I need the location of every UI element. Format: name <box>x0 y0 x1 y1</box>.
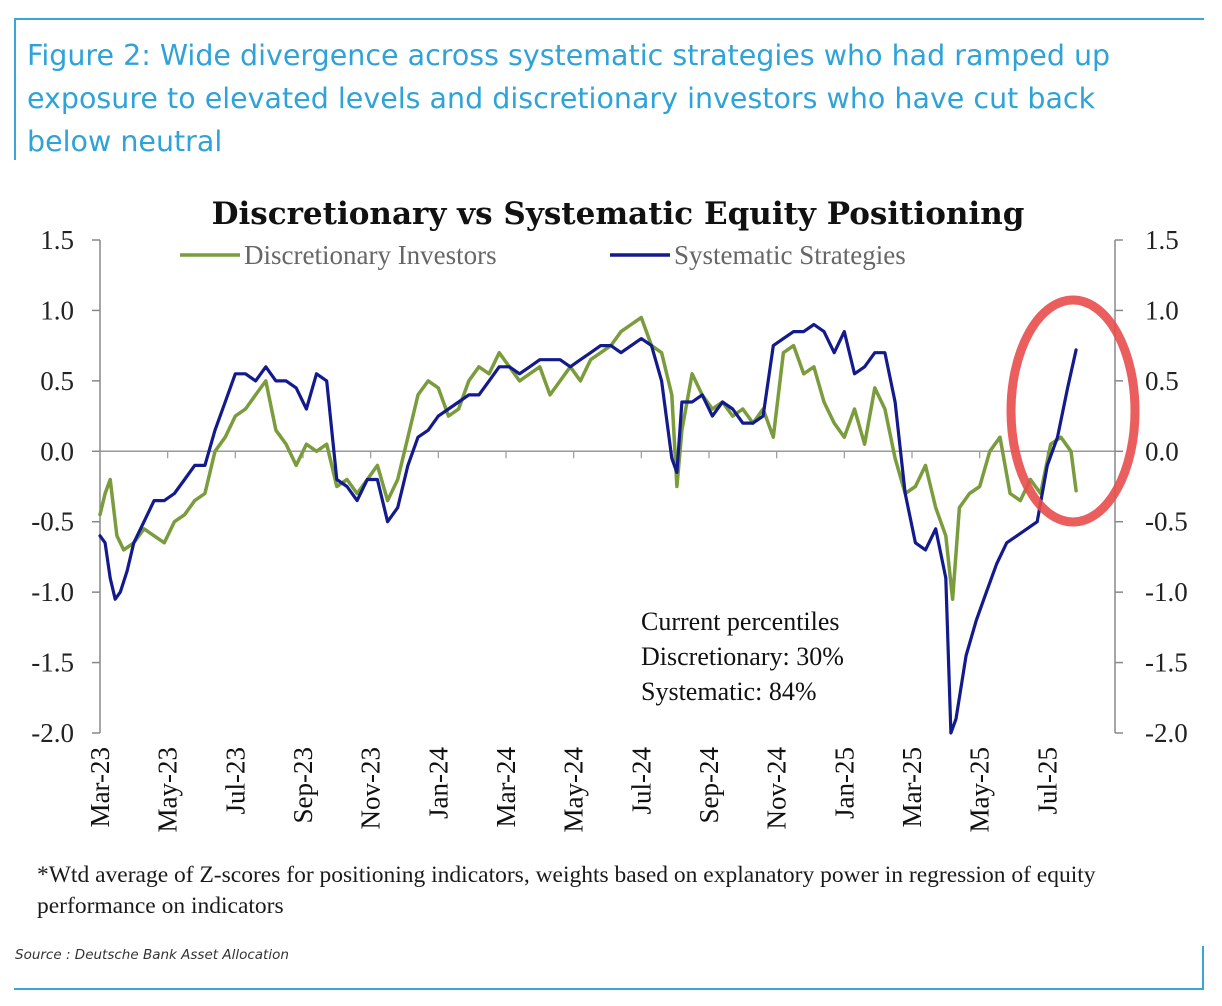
x-tick-label: Jul-23 <box>220 747 250 815</box>
x-tick-label: Jan-25 <box>829 747 859 819</box>
y-tick-label-left: 1.5 <box>40 225 74 255</box>
y-tick-label-left: -1.0 <box>31 577 74 607</box>
x-tick-label: Sep-23 <box>288 747 318 824</box>
y-tick-label-left: 0.0 <box>40 436 74 466</box>
current-percentiles-box: Current percentiles Discretionary: 30% S… <box>641 604 844 709</box>
x-tick-label: Sep-24 <box>694 747 724 824</box>
series-layer <box>98 315 1078 735</box>
x-tick-label: May-23 <box>153 747 183 832</box>
x-tick-label: Mar-23 <box>85 747 115 827</box>
series-line-systematic <box>98 322 1078 735</box>
y-tick-label-right: -0.5 <box>1145 507 1188 537</box>
legend: Discretionary Investors Systematic Strat… <box>180 240 906 270</box>
x-tick-label: May-24 <box>559 747 589 833</box>
x-tick-label: Jul-24 <box>626 747 656 815</box>
y-tick-label-right: 1.5 <box>1145 225 1179 255</box>
y-tick-label-right: -2.0 <box>1145 718 1188 748</box>
frame-top-rule <box>14 18 1204 20</box>
legend-label-discretionary: Discretionary Investors <box>244 240 497 270</box>
y-tick-label-left: -2.0 <box>31 718 74 748</box>
y-tick-label-right: -1.0 <box>1145 577 1188 607</box>
axes: 1.5 1.5 1.0 1.0 0.5 0.5 0.0 0.0 -0.5 -0.5 -1.0 -1.0… <box>31 225 1188 832</box>
series-line-discretionary <box>98 315 1078 601</box>
y-tick-label-right: 0.5 <box>1145 366 1179 396</box>
legend-label-systematic: Systematic Strategies <box>674 240 906 270</box>
x-tick-label: Nov-24 <box>762 747 792 830</box>
x-tick-label: Jan-24 <box>423 747 453 819</box>
x-tick-label: Jul-25 <box>1032 747 1062 815</box>
y-tick-label-left: -0.5 <box>31 507 74 537</box>
frame-left-rule <box>14 18 16 160</box>
frame-right-rule <box>1202 946 1204 990</box>
x-tick-label: May-25 <box>965 747 995 832</box>
y-tick-label-left: 1.0 <box>40 295 74 325</box>
x-tick-label: Mar-25 <box>897 747 927 827</box>
y-tick-label-left: 0.5 <box>40 366 74 396</box>
footnote: *Wtd average of Z-scores for positioning… <box>37 862 1096 919</box>
figure-title: Figure 2: Wide divergence across systema… <box>27 39 1111 158</box>
x-tick-label: Nov-23 <box>356 747 386 830</box>
frame-bottom-rule <box>14 988 1204 990</box>
y-tick-label-right: -1.5 <box>1145 648 1188 678</box>
highlight-circle <box>1006 295 1140 527</box>
percentiles-systematic: Systematic: 84% <box>641 677 817 706</box>
percentiles-heading: Current percentiles <box>641 607 840 636</box>
positioning-chart: Discretionary vs Systematic Equity Posit… <box>31 196 1188 832</box>
y-tick-label-left: -1.5 <box>31 648 74 678</box>
x-tick-label: Mar-24 <box>491 747 521 828</box>
percentiles-discretionary: Discretionary: 30% <box>641 642 844 671</box>
y-tick-label-right: 0.0 <box>1145 436 1179 466</box>
chart-title: Discretionary vs Systematic Equity Posit… <box>212 196 1025 232</box>
y-tick-label-right: 1.0 <box>1145 295 1179 325</box>
source-note: Source : Deutsche Bank Asset Allocation <box>15 947 289 963</box>
